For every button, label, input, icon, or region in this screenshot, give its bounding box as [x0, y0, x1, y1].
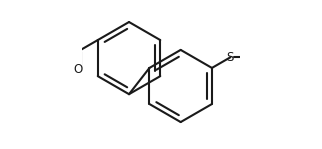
Text: O: O	[73, 63, 82, 76]
Text: S: S	[227, 51, 234, 64]
